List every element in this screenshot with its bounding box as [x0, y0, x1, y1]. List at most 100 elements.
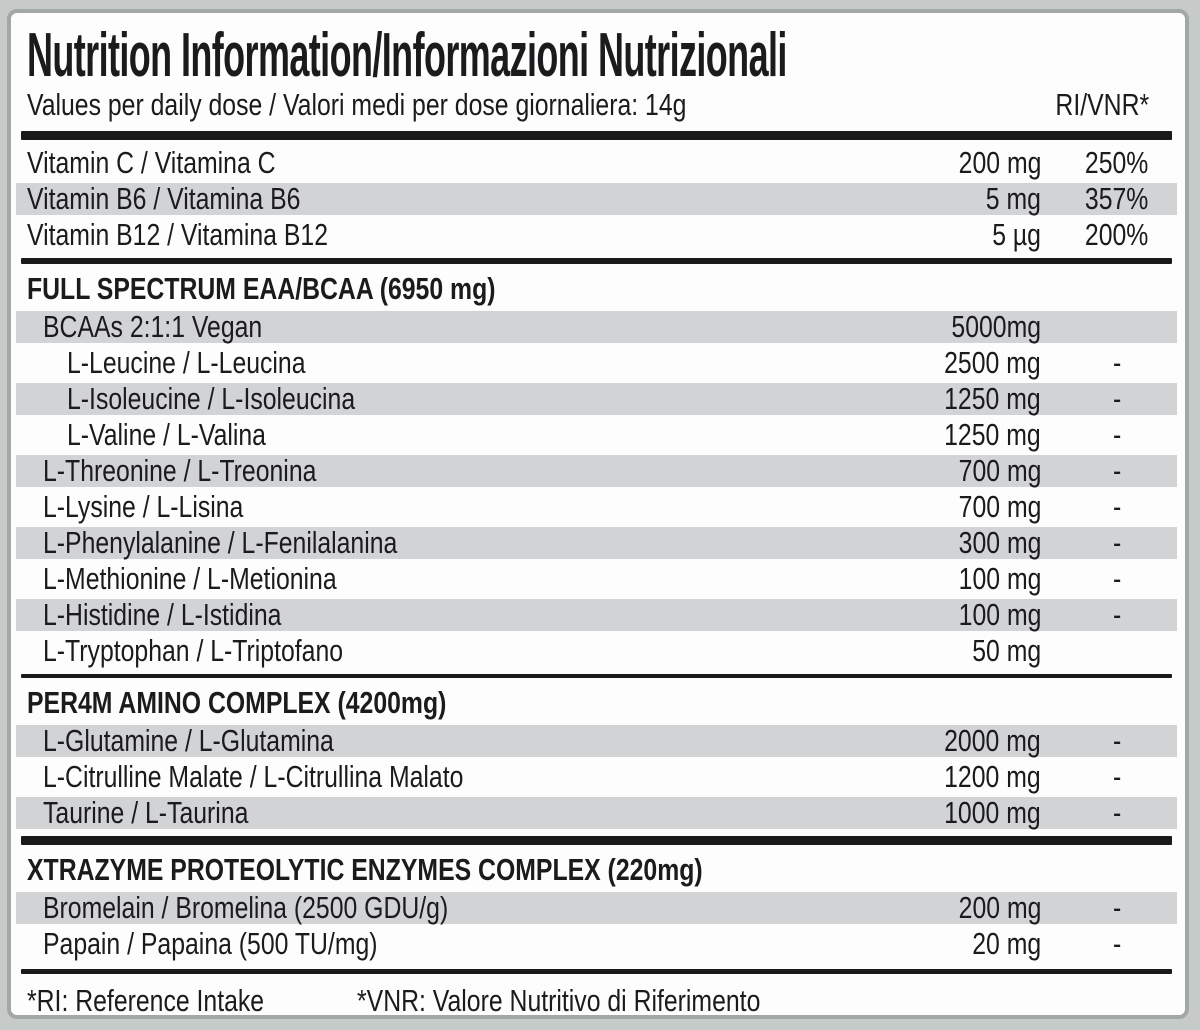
nutrient-name: L-Phenylalanine / L-Fenilalanina: [16, 525, 871, 561]
nutrient-ri-text: -: [1112, 759, 1122, 795]
nutrient-amount: 100 mg: [871, 561, 1041, 597]
nutrient-name-text: L-Histidine / L-Istidina: [43, 597, 282, 633]
nutrient-amount-text: 100 mg: [958, 561, 1041, 597]
footnote-ri: *RI: Reference Intake: [27, 983, 265, 1019]
nutrient-name: Papain / Papaina (500 TU/mg): [16, 926, 871, 962]
nutrient-name: L-Valine / L-Valina: [16, 417, 871, 453]
nutrient-amount: 1250 mg: [871, 381, 1041, 417]
nutrient-ri-text: 357%: [1085, 181, 1149, 217]
nutrient-name: L-Citrulline Malate / L-Citrullina Malat…: [16, 759, 871, 795]
footnote-vnr: *VNR: Valore Nutritivo di Riferimento: [357, 983, 761, 1019]
nutrient-amount-text: 1200 mg: [944, 759, 1041, 795]
nutrition-label-card: Nutrition Information/Informazioni Nutri…: [7, 9, 1189, 1019]
nutrient-name: L-Isoleucine / L-Isoleucina: [16, 381, 871, 417]
nutrient-ri-value: -: [1057, 561, 1177, 597]
section-divider: [21, 836, 1172, 846]
subtitle-row: Values per daily dose / Valori medi per …: [16, 85, 1177, 126]
nutrient-name-text: L-Lysine / L-Lisina: [43, 489, 244, 525]
nutrient-name-text: L-Citrulline Malate / L-Citrullina Malat…: [43, 759, 464, 795]
nutrient-amount: 1000 mg: [871, 795, 1041, 831]
nutrient-ri-text: 250%: [1085, 145, 1149, 181]
nutrient-name: Vitamin C / Vitamina C: [16, 145, 871, 181]
nutrient-row: L-Methionine / L-Metionina 100 mg -: [16, 561, 1177, 597]
nutrient-row: L-Histidine / L-Istidina 100 mg -: [16, 597, 1177, 634]
nutrient-amount: 5 mg: [871, 181, 1041, 217]
nutrient-amount: 300 mg: [871, 525, 1041, 561]
nutrient-amount-text: 20 mg: [972, 926, 1041, 962]
nutrient-name-text: L-Leucine / L-Leucina: [67, 345, 306, 381]
nutrient-amount-text: 5 mg: [985, 181, 1041, 217]
nutrient-name-text: Bromelain / Bromelina (2500 GDU/g): [43, 890, 449, 926]
nutrient-name: L-Leucine / L-Leucina: [16, 345, 871, 381]
nutrient-amount-text: 200 mg: [958, 890, 1041, 926]
nutrient-amount-text: 5000mg: [951, 309, 1041, 345]
nutrient-row: Vitamin C / Vitamina C 200 mg 250%: [16, 145, 1177, 181]
nutrient-amount: 1200 mg: [871, 759, 1041, 795]
nutrient-name: L-Tryptophan / L-Triptofano: [16, 633, 871, 669]
nutrient-name-text: L-Valine / L-Valina: [67, 417, 266, 453]
nutrient-ri-text: -: [1112, 489, 1122, 525]
footnote: *RI: Reference Intake *VNR: Valore Nutri…: [16, 979, 1177, 1019]
nutrient-name: L-Histidine / L-Istidina: [16, 597, 871, 633]
nutrient-name-text: BCAAs 2:1:1 Vegan: [43, 309, 263, 345]
nutrient-ri-value: -: [1057, 723, 1177, 759]
nutrient-ri-text: -: [1112, 795, 1122, 831]
section-header-text: XTRAZYME PROTEOLYTIC ENZYMES COMPLEX (22…: [27, 852, 703, 888]
nutrient-amount: 20 mg: [871, 926, 1041, 962]
nutrient-name: L-Methionine / L-Metionina: [16, 561, 871, 597]
nutrient-row: Papain / Papaina (500 TU/mg) 20 mg -: [16, 926, 1177, 962]
nutrient-ri-value: -: [1057, 597, 1177, 633]
nutrient-amount: 50 mg: [871, 633, 1041, 669]
nutrient-name-text: L-Phenylalanine / L-Fenilalanina: [43, 525, 398, 561]
nutrient-ri-value: -: [1057, 926, 1177, 962]
nutrient-ri-value: -: [1057, 345, 1177, 381]
nutrient-ri-text: -: [1112, 525, 1122, 561]
nutrient-amount-text: 1250 mg: [944, 381, 1041, 417]
section-divider: [21, 258, 1172, 265]
nutrient-row: Taurine / L-Taurina 1000 mg -: [16, 795, 1177, 832]
label-title-text: Nutrition Information/Informazioni Nutri…: [27, 21, 787, 90]
nutrient-row: L-Isoleucine / L-Isoleucina 1250 mg -: [16, 381, 1177, 418]
nutrient-amount: 5 µg: [871, 217, 1041, 253]
nutrient-amount-text: 50 mg: [972, 633, 1041, 669]
nutrient-ri-text: -: [1112, 381, 1122, 417]
nutrient-row: Vitamin B6 / Vitamina B6 5 mg 357%: [16, 181, 1177, 218]
nutrient-amount-text: 200 mg: [958, 145, 1041, 181]
nutrient-amount-text: 300 mg: [958, 525, 1041, 561]
nutrient-name: L-Threonine / L-Treonina: [16, 453, 871, 489]
nutrient-amount-text: 2000 mg: [944, 723, 1041, 759]
nutrient-ri-value: 357%: [1057, 181, 1177, 217]
nutrient-ri-value: -: [1057, 453, 1177, 489]
nutrient-amount-text: 100 mg: [958, 597, 1041, 633]
nutrient-amount-text: 1250 mg: [944, 417, 1041, 453]
nutrient-name-text: Papain / Papaina (500 TU/mg): [43, 926, 378, 962]
nutrient-amount: 2500 mg: [871, 345, 1041, 381]
nutrient-ri-text: -: [1112, 561, 1122, 597]
nutrient-name-text: Taurine / L-Taurina: [43, 795, 249, 831]
nutrient-row: L-Leucine / L-Leucina 2500 mg -: [16, 345, 1177, 381]
ri-vnr-column-header: RI/VNR*: [1055, 87, 1149, 123]
nutrient-name-text: L-Tryptophan / L-Triptofano: [43, 633, 344, 669]
nutrient-ri-value: 250%: [1057, 145, 1177, 181]
nutrient-row: L-Citrulline Malate / L-Citrullina Malat…: [16, 759, 1177, 795]
nutrient-ri-text: -: [1112, 597, 1122, 633]
nutrient-amount-text: 1000 mg: [944, 795, 1041, 831]
nutrient-amount: 700 mg: [871, 453, 1041, 489]
nutrient-amount: 1250 mg: [871, 417, 1041, 453]
nutrient-ri-value: -: [1057, 525, 1177, 561]
nutrient-name: Vitamin B12 / Vitamina B12: [16, 217, 871, 253]
nutrient-name-text: Vitamin C / Vitamina C: [27, 145, 276, 181]
section-header-text: PER4M AMINO COMPLEX (4200mg): [27, 685, 447, 721]
nutrient-row: Bromelain / Bromelina (2500 GDU/g) 200 mg…: [16, 890, 1177, 927]
nutrient-row: L-Phenylalanine / L-Fenilalanina 300 mg -: [16, 525, 1177, 562]
nutrient-ri-value: -: [1057, 417, 1177, 453]
nutrient-name-text: L-Methionine / L-Metionina: [43, 561, 337, 597]
nutrient-ri-text: -: [1112, 453, 1122, 489]
nutrient-amount: 700 mg: [871, 489, 1041, 525]
nutrient-name-text: L-Threonine / L-Treonina: [43, 453, 317, 489]
nutrient-ri-text: 200%: [1085, 217, 1149, 253]
nutrient-amount-text: 5 µg: [992, 217, 1041, 253]
nutrient-ri-value: -: [1057, 489, 1177, 525]
nutrient-amount: 100 mg: [871, 597, 1041, 633]
